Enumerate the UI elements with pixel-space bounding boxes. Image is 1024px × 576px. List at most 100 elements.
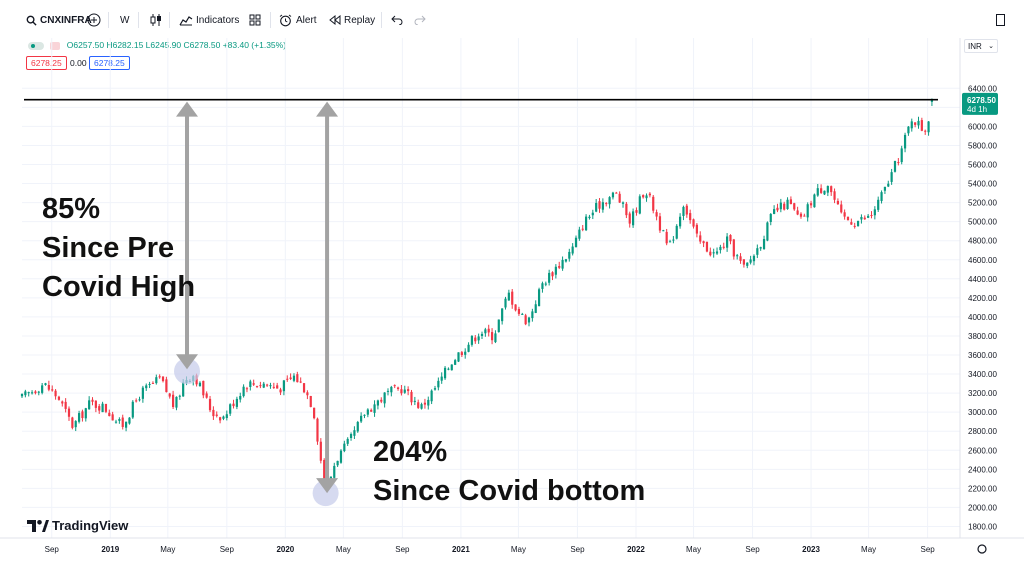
candle-body <box>88 400 91 410</box>
chart-type-button[interactable] <box>150 10 162 30</box>
candle-body <box>30 392 34 394</box>
time-axis[interactable]: Sep 2019 May Sep 2020 May Sep 2021 May Sep 2022 May… <box>0 537 1024 554</box>
candle-body <box>900 148 903 163</box>
candle-body <box>386 390 390 392</box>
candle-body <box>118 419 121 421</box>
candle-body <box>423 402 427 405</box>
grid-lines <box>22 38 960 538</box>
candle-body <box>292 375 296 381</box>
candle-body <box>94 400 97 408</box>
candle-body <box>836 200 840 205</box>
price-tick-label: 5400.00 <box>968 180 997 189</box>
candle-body <box>145 385 148 389</box>
candle-body <box>410 391 413 403</box>
price-tick-label: 2200.00 <box>968 484 997 493</box>
candle-body <box>893 160 897 172</box>
price-tick-label: 2600.00 <box>968 446 997 455</box>
candle-body <box>611 192 615 198</box>
candle-body <box>591 212 594 216</box>
candle-body <box>131 401 134 418</box>
candle-body <box>430 390 433 402</box>
visibility-toggle[interactable] <box>28 41 44 50</box>
candle-body <box>323 460 326 486</box>
candle-body <box>393 385 396 387</box>
candle-body <box>679 216 682 227</box>
candle-body <box>198 382 202 387</box>
candle-body <box>51 389 54 391</box>
candle-body <box>286 378 289 380</box>
candle-body <box>108 412 111 417</box>
time-tick-label: Sep <box>395 545 410 554</box>
indicators-button[interactable]: Indicators <box>179 10 239 30</box>
candle-body <box>346 438 349 444</box>
candle-body <box>689 213 692 221</box>
alert-label: Alert <box>296 14 317 26</box>
candle-body <box>490 332 494 341</box>
candle-body <box>903 134 907 149</box>
candle-body <box>672 239 675 241</box>
annotation-line: 204% <box>373 436 448 468</box>
candle-body <box>826 186 829 193</box>
candle-body <box>366 409 369 415</box>
candle-body <box>897 162 900 164</box>
candle-body <box>648 193 651 196</box>
candle-body <box>447 368 450 370</box>
undo-icon <box>391 15 403 25</box>
candle-body <box>57 396 61 400</box>
sell-price-box[interactable]: 6278.25 <box>26 56 67 70</box>
candle-body <box>480 333 484 337</box>
candle-body <box>464 351 467 355</box>
candle-body <box>427 399 430 406</box>
fullscreen-button[interactable] <box>996 10 1005 30</box>
candle-body <box>534 304 537 313</box>
candle-body <box>578 229 581 239</box>
candle-body <box>235 398 238 407</box>
menu-icon[interactable] <box>50 41 61 50</box>
spread-value: 0.00 <box>70 58 87 68</box>
buy-price-box[interactable]: 6278.25 <box>89 56 130 70</box>
alarm-clock-icon <box>279 14 292 26</box>
symbol-search[interactable]: CNXINFRA <box>26 10 92 30</box>
candle-body <box>920 120 923 131</box>
candle-body <box>380 399 383 402</box>
candle-body <box>229 404 232 414</box>
candle-body <box>561 259 564 269</box>
candle-body <box>715 251 719 254</box>
candle-body <box>779 202 782 210</box>
replay-button[interactable]: Replay <box>329 10 375 30</box>
gear-icon[interactable] <box>977 544 987 554</box>
undo-button[interactable] <box>391 10 403 30</box>
candle-body <box>712 252 715 254</box>
alert-button[interactable]: Alert <box>279 10 317 30</box>
compare-button[interactable] <box>87 10 101 30</box>
redo-icon <box>414 15 426 25</box>
price-axis[interactable]: 1800.00 2000.00 2200.00 2400.00 2600.00 2800.… <box>959 38 998 538</box>
candle-body <box>870 215 873 217</box>
candle-body <box>276 385 279 389</box>
indicators-label: Indicators <box>196 14 240 26</box>
covid-bottom-annotation: 204% Since Covid bottom <box>373 433 645 511</box>
candle-body <box>306 392 309 396</box>
candle-body <box>833 191 836 200</box>
price-tick-label: 4000.00 <box>968 313 997 322</box>
candle-body <box>625 203 628 216</box>
layouts-button[interactable] <box>249 10 261 30</box>
candle-body <box>910 121 913 129</box>
candles-icon <box>150 14 161 26</box>
candle-body <box>71 417 74 428</box>
interval-button[interactable]: W <box>120 10 129 30</box>
currency-selector[interactable]: INR ⌄ <box>964 39 998 53</box>
candle-body <box>457 352 460 362</box>
candle-body <box>440 376 443 381</box>
candle-body <box>255 385 259 387</box>
candle-body <box>584 216 588 231</box>
candle-body <box>44 383 47 385</box>
candle-body <box>202 380 205 396</box>
candle-body <box>504 298 507 308</box>
candle-body <box>383 392 386 404</box>
candle-body <box>104 403 108 412</box>
redo-button[interactable] <box>414 10 426 30</box>
time-tick-label: May <box>686 545 701 554</box>
candle-body <box>474 337 477 342</box>
